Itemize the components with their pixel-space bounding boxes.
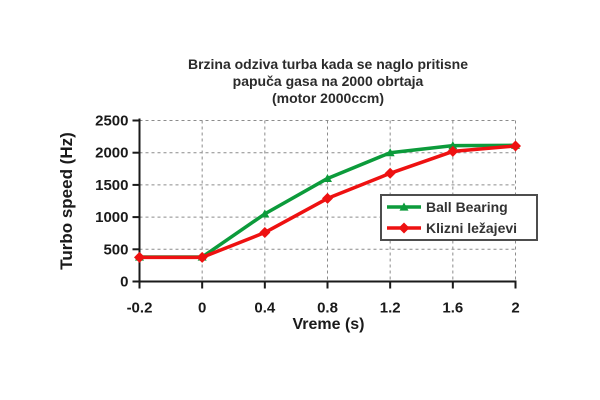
legend-label-klizni-lezajevi: Klizni ležajevi: [426, 220, 518, 236]
legend-item-klizni-lezajevi: Klizni ležajevi: [386, 218, 532, 238]
triangle-marker-icon: [448, 141, 458, 150]
x-axis-title: Vreme (s): [292, 316, 365, 333]
chart-title-line-3: (motor 2000ccm): [271, 90, 385, 106]
triangle-marker-icon: [323, 173, 332, 183]
legend-label-ball-bearing: Ball Bearing: [426, 199, 508, 215]
legend-marker-ball-bearing-icon: [387, 202, 421, 211]
x-tick-label: 0.8: [317, 300, 338, 317]
triangle-marker-icon: [260, 209, 270, 218]
diamond-marker-icon: [398, 222, 410, 234]
y-tick-label: 2500: [95, 113, 128, 130]
y-tick-label: 1000: [95, 209, 128, 226]
triangle-marker-icon: [385, 148, 395, 157]
chart-title-line-2: papuča gasa na 2000 obrtaja: [232, 73, 424, 89]
x-tick-label: -0.2: [127, 300, 153, 317]
diamond-marker-icon: [196, 251, 208, 263]
x-tick-label: 0: [198, 300, 206, 317]
diamond-marker-icon: [384, 167, 396, 179]
diamond-marker-icon: [322, 192, 333, 204]
x-tick-label: 1.2: [380, 300, 401, 317]
x-tick-label: 0.4: [254, 300, 276, 317]
chart-title: Brzina odziva turba kada se naglo pritis…: [128, 56, 528, 107]
legend-item-ball-bearing: Ball Bearing: [386, 197, 532, 217]
legend: Ball Bearing Klizni ležajevi: [380, 194, 538, 241]
y-tick-label: 0: [120, 274, 128, 291]
y-tick-label: 2000: [95, 145, 128, 162]
diamond-marker-icon: [510, 140, 521, 152]
triangle-marker-icon: [399, 202, 409, 211]
x-tick-label: 2: [511, 300, 519, 317]
legend-marker-klizni-lezajevi-icon: [387, 222, 421, 234]
diamond-marker-icon: [134, 251, 145, 263]
diamond-marker-icon: [447, 145, 459, 157]
x-tick-label: 1.6: [442, 300, 463, 317]
y-tick-label: 500: [103, 241, 128, 258]
chart-title-line-1: Brzina odziva turba kada se naglo pritis…: [187, 56, 469, 72]
diamond-marker-icon: [259, 227, 271, 239]
y-tick-label: 1500: [95, 177, 128, 194]
